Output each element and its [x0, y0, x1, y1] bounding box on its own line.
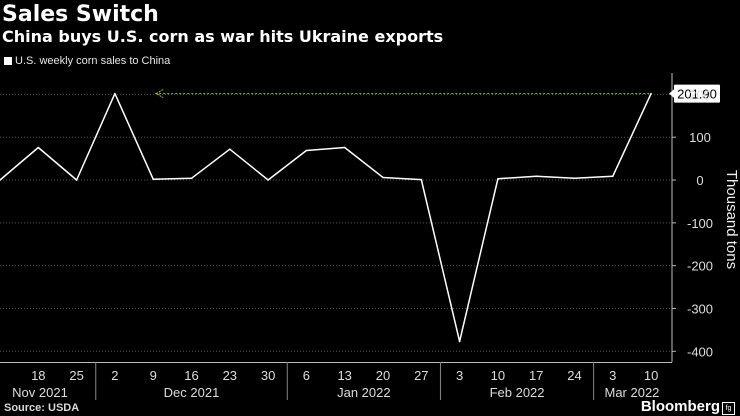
highlight-arrow-head — [155, 89, 164, 99]
x-month-label: Jan 2022 — [337, 385, 391, 400]
data-point — [382, 176, 384, 179]
legend: U.S. weekly corn sales to China — [4, 55, 170, 67]
x-month-label: Nov 2021 — [12, 385, 68, 400]
data-point — [458, 340, 461, 343]
x-month-label: Dec 2021 — [164, 385, 220, 400]
y-tick-label: -100 — [687, 216, 713, 231]
y-tick-label: 200 — [689, 87, 711, 102]
x-month-label: Feb 2022 — [490, 385, 545, 400]
x-tick-label: 10 — [491, 368, 505, 383]
data-point — [650, 92, 652, 95]
x-month-label: Mar 2022 — [604, 385, 659, 400]
x-tick-label: 27 — [414, 368, 428, 383]
data-point — [343, 146, 346, 149]
y-tick-label: -300 — [687, 301, 713, 316]
y-tick-label: 0 — [696, 173, 703, 188]
x-tick-label: 30 — [261, 368, 275, 383]
x-tick-label: 24 — [567, 368, 581, 383]
data-point — [535, 175, 537, 177]
x-tick-label: 3 — [609, 368, 616, 383]
source-note: Source: USDA — [4, 402, 80, 414]
gridlines — [0, 93, 672, 352]
data-point — [612, 175, 614, 177]
annotations: 201.90 — [155, 84, 720, 103]
y-tick-label: -200 — [687, 259, 713, 274]
data-point — [420, 178, 423, 181]
legend-label: U.S. weekly corn sales to China — [15, 55, 171, 67]
data-point — [573, 177, 576, 180]
value-callout-label: 201.90 — [677, 87, 717, 102]
x-tick-label: 10 — [644, 368, 658, 383]
data-point — [75, 179, 78, 181]
x-tick-label: 20 — [376, 368, 390, 383]
series — [0, 92, 652, 343]
data-point — [114, 92, 116, 95]
x-tick-label: 16 — [184, 368, 198, 383]
data-point — [37, 146, 40, 149]
y-tick-label: 100 — [689, 130, 711, 145]
x-tick-label: 18 — [31, 368, 45, 383]
x-tick-label: 23 — [223, 368, 237, 383]
data-point — [267, 179, 269, 181]
data-point — [229, 148, 231, 151]
y-axis-title: Thousand tons — [723, 170, 740, 269]
value-callout-box — [674, 84, 720, 103]
data-point — [497, 177, 499, 180]
data-point — [152, 178, 154, 180]
chart-subtitle: China buys U.S. corn as war hits Ukraine… — [2, 27, 444, 46]
axes — [0, 73, 676, 400]
legend-swatch — [4, 57, 12, 65]
x-tick-label: 17 — [529, 368, 543, 383]
labels: 200 100 0 -100 -200 -300 -400 Thousand tons 18 25… — [12, 87, 740, 400]
value-callout-pointer — [669, 88, 675, 99]
x-tick-label: 6 — [303, 368, 310, 383]
series-line — [0, 92, 652, 343]
brand-logo: Bloomberg — [640, 398, 720, 415]
x-tick-label: 2 — [111, 368, 118, 383]
y-tick-label: -400 — [687, 344, 713, 359]
x-tick-label: 3 — [456, 368, 463, 383]
brand-mark-icon: fg — [722, 402, 735, 415]
data-point — [305, 149, 308, 152]
x-tick-label: 13 — [337, 368, 351, 383]
x-tick-label: 25 — [69, 368, 83, 383]
data-point — [190, 177, 193, 180]
chart-title: Sales Switch — [2, 2, 159, 27]
data-point — [0, 179, 1, 181]
x-tick-label: 9 — [150, 368, 157, 383]
